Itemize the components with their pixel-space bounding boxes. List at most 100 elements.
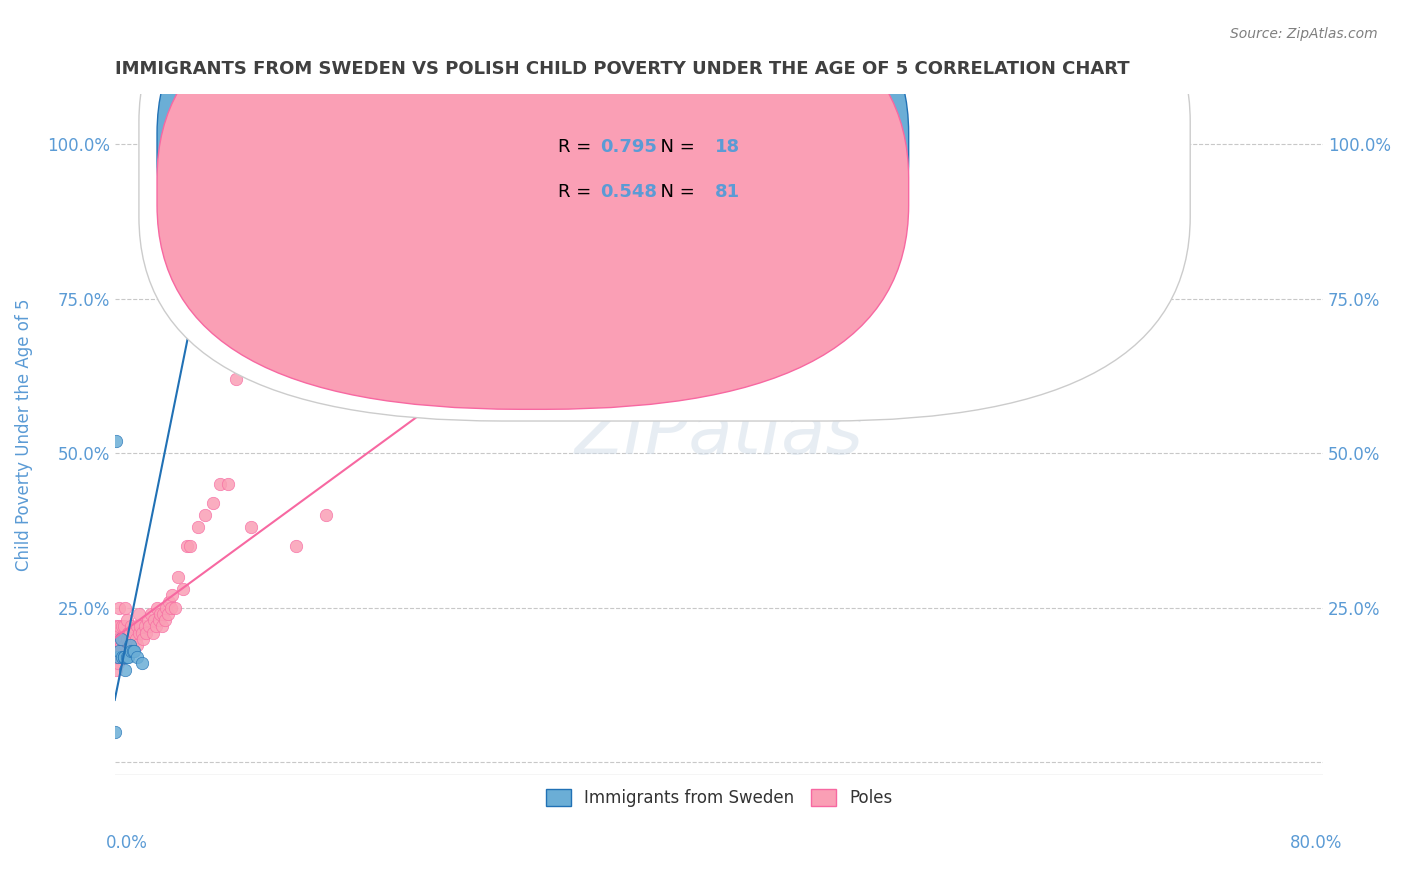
Point [179, 539, 201, 553]
Point [738, 292, 761, 306]
Point [160, 589, 183, 603]
Point [108, 650, 131, 665]
Point [112, 632, 135, 646]
Point [114, 663, 136, 677]
Y-axis label: Child Poverty Under the Age of 5: Child Poverty Under the Age of 5 [15, 298, 32, 571]
Text: 18: 18 [716, 138, 741, 156]
Point [115, 644, 138, 658]
Point [114, 600, 136, 615]
Point [108, 619, 131, 633]
Point [115, 632, 138, 646]
Point [111, 644, 134, 658]
Point [111, 632, 134, 646]
Point [122, 644, 145, 658]
Point [117, 625, 139, 640]
FancyBboxPatch shape [157, 0, 908, 365]
Point [111, 619, 134, 633]
Point [127, 638, 149, 652]
Point [117, 638, 139, 652]
Point [138, 619, 160, 633]
Text: 0.0%: 0.0% [105, 834, 148, 852]
Point [131, 657, 153, 671]
Point [118, 625, 141, 640]
Point [114, 638, 136, 652]
Point [135, 625, 157, 640]
Point [143, 613, 166, 627]
Point [105, 632, 128, 646]
Point [201, 136, 224, 151]
Point [105, 650, 128, 665]
FancyBboxPatch shape [157, 0, 908, 409]
Point [108, 600, 131, 615]
Text: N =: N = [648, 138, 700, 156]
Point [112, 650, 135, 665]
Point [157, 594, 180, 608]
Point [145, 619, 167, 633]
Point [115, 613, 138, 627]
Point [105, 434, 128, 448]
Text: 0.795: 0.795 [600, 138, 658, 156]
Text: 80.0%: 80.0% [1291, 834, 1343, 852]
Point [127, 619, 149, 633]
Point [167, 570, 190, 584]
Point [115, 650, 138, 665]
Point [105, 650, 128, 665]
Point [132, 632, 155, 646]
Point [153, 613, 176, 627]
Point [118, 638, 141, 652]
Point [120, 619, 142, 633]
Point [148, 613, 170, 627]
Point [187, 520, 209, 534]
Point [128, 625, 150, 640]
Point [111, 650, 134, 665]
Point [107, 657, 129, 671]
Point [110, 632, 132, 646]
Point [112, 619, 135, 633]
Point [165, 600, 187, 615]
Point [112, 650, 135, 665]
Point [155, 600, 177, 615]
FancyBboxPatch shape [139, 0, 1191, 421]
Point [217, 477, 239, 491]
Point [131, 625, 153, 640]
Text: 0.548: 0.548 [600, 183, 658, 201]
Point [118, 644, 141, 658]
Point [107, 644, 129, 658]
Text: IMMIGRANTS FROM SWEDEN VS POLISH CHILD POVERTY UNDER THE AGE OF 5 CORRELATION CH: IMMIGRANTS FROM SWEDEN VS POLISH CHILD P… [115, 60, 1129, 78]
Point [209, 477, 232, 491]
Point [122, 632, 145, 646]
Point [107, 638, 129, 652]
Point [125, 632, 148, 646]
Text: R =: R = [558, 138, 598, 156]
Point [176, 539, 198, 553]
Point [120, 638, 142, 652]
Point [150, 619, 173, 633]
Point [315, 508, 337, 522]
Point [107, 632, 129, 646]
Point [172, 582, 194, 597]
Text: Source: ZipAtlas.com: Source: ZipAtlas.com [1230, 27, 1378, 41]
Point [239, 520, 262, 534]
Text: 81: 81 [716, 183, 741, 201]
Point [110, 638, 132, 652]
Point [136, 613, 159, 627]
Point [108, 644, 131, 658]
Point [104, 724, 127, 739]
Point [375, 372, 398, 386]
Point [110, 650, 132, 665]
Text: ZIPatlas: ZIPatlas [575, 401, 863, 469]
Point [152, 607, 174, 621]
Point [124, 644, 146, 658]
Point [194, 508, 217, 522]
Text: R =: R = [558, 183, 598, 201]
Point [156, 607, 179, 621]
Point [225, 372, 247, 386]
Point [159, 600, 181, 615]
Point [112, 644, 135, 658]
Point [117, 650, 139, 665]
Point [254, 310, 277, 324]
Point [107, 625, 129, 640]
Point [128, 607, 150, 621]
Point [107, 650, 129, 665]
Point [105, 663, 128, 677]
